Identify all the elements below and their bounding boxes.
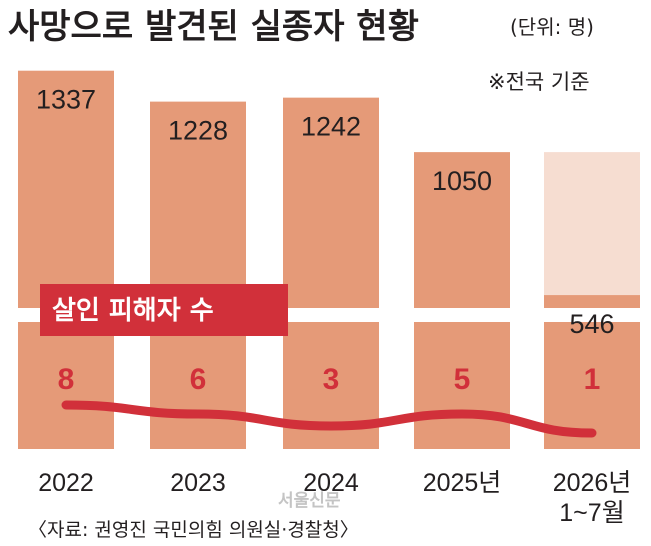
count-label: 6 <box>190 363 207 396</box>
x-axis-ticks: 2022 2023 2024 2025년 2026년 1~7월 <box>38 469 631 527</box>
chart-basis-note: ※전국 기준 <box>488 70 590 94</box>
bar-value-label: 1050 <box>432 166 492 196</box>
bar-value-label: 1337 <box>36 85 96 115</box>
source-note: 〈자료: 권영진 국민의힘 의원실·경찰청〉 <box>28 519 359 541</box>
chart-title: 사망으로 발견된 실종자 현황 <box>8 7 419 47</box>
bar-upper <box>18 70 114 308</box>
legend-box <box>40 284 288 336</box>
x-tick-label: 2022 <box>38 469 94 497</box>
x-tick-line: 2023 <box>170 469 226 497</box>
bar-lower <box>414 322 510 449</box>
bar-upper <box>283 97 379 309</box>
watermark: 서울신문 <box>278 491 341 511</box>
bar-partial-background <box>544 152 640 308</box>
bar-lower <box>150 322 246 449</box>
x-tick-label: 2025년 <box>423 469 502 497</box>
x-tick-line: 2022 <box>38 469 94 497</box>
value-labels-layer: 1337 1228 1242 1050 546 <box>36 85 615 339</box>
bars-layer <box>18 70 640 449</box>
x-tick-line: 1~7월 <box>559 499 624 527</box>
x-tick-line: 2026년 <box>553 469 632 497</box>
chart-unit: (단위: 명) <box>510 15 594 39</box>
x-tick-label: 2026년 1~7월 <box>553 469 632 527</box>
bar-value-label: 1228 <box>168 116 228 146</box>
count-label: 5 <box>454 363 471 396</box>
x-tick-label: 2023 <box>170 469 226 497</box>
x-tick-line: 2024 <box>303 469 359 497</box>
bar-value-label: 546 <box>569 309 614 339</box>
count-label: 1 <box>584 363 601 396</box>
count-label: 3 <box>323 363 340 396</box>
bar-value-label: 1242 <box>301 112 361 142</box>
x-tick-label: 2024 <box>303 469 359 497</box>
count-line <box>61 400 597 438</box>
legend-label: 살인 피해자 수 <box>52 296 214 326</box>
x-tick-line: 2025년 <box>423 469 502 497</box>
legend: 살인 피해자 수 <box>40 284 288 336</box>
bar-lower <box>18 322 114 449</box>
bar-upper <box>544 295 640 308</box>
count-line-layer: 8 6 3 5 1 <box>58 363 601 438</box>
count-label: 8 <box>58 363 75 396</box>
bar-upper <box>150 101 246 309</box>
bar-upper <box>414 152 510 308</box>
